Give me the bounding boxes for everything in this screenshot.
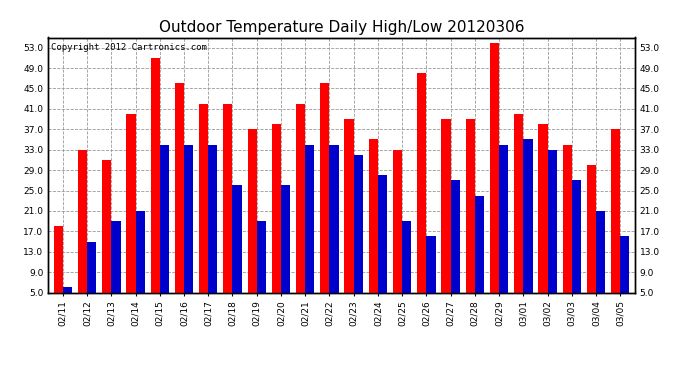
Bar bbox=[344, 119, 354, 318]
Bar bbox=[548, 150, 557, 318]
Bar bbox=[620, 236, 629, 318]
Text: Copyright 2012 Cartronics.com: Copyright 2012 Cartronics.com bbox=[51, 43, 207, 52]
Bar bbox=[514, 114, 523, 318]
Bar bbox=[466, 119, 475, 318]
Bar bbox=[184, 145, 193, 318]
Bar bbox=[296, 104, 305, 318]
Bar bbox=[199, 104, 208, 318]
Bar bbox=[523, 140, 533, 318]
Bar bbox=[224, 104, 233, 318]
Bar bbox=[126, 114, 135, 318]
Bar bbox=[393, 150, 402, 318]
Bar bbox=[102, 160, 111, 318]
Bar bbox=[175, 83, 184, 318]
Bar bbox=[208, 145, 217, 318]
Bar bbox=[451, 180, 460, 318]
Bar bbox=[378, 175, 387, 318]
Bar bbox=[562, 145, 572, 318]
Bar bbox=[329, 145, 339, 318]
Bar bbox=[572, 180, 581, 318]
Bar bbox=[272, 124, 281, 318]
Bar bbox=[54, 226, 63, 318]
Bar bbox=[402, 221, 411, 318]
Bar bbox=[150, 58, 160, 318]
Bar bbox=[368, 140, 378, 318]
Bar bbox=[111, 221, 121, 318]
Bar bbox=[135, 211, 145, 318]
Bar bbox=[281, 185, 290, 318]
Bar bbox=[417, 73, 426, 318]
Bar bbox=[442, 119, 451, 318]
Bar bbox=[490, 43, 499, 318]
Bar bbox=[586, 165, 596, 318]
Bar bbox=[248, 129, 257, 318]
Bar bbox=[63, 287, 72, 318]
Bar bbox=[499, 145, 509, 318]
Bar bbox=[160, 145, 169, 318]
Bar bbox=[596, 211, 605, 318]
Bar bbox=[475, 196, 484, 318]
Bar bbox=[305, 145, 315, 318]
Bar bbox=[354, 155, 363, 318]
Title: Outdoor Temperature Daily High/Low 20120306: Outdoor Temperature Daily High/Low 20120… bbox=[159, 20, 524, 35]
Bar bbox=[320, 83, 329, 318]
Bar bbox=[257, 221, 266, 318]
Bar bbox=[78, 150, 87, 318]
Bar bbox=[611, 129, 620, 318]
Bar bbox=[538, 124, 548, 318]
Bar bbox=[233, 185, 241, 318]
Bar bbox=[426, 236, 435, 318]
Bar bbox=[87, 242, 97, 318]
